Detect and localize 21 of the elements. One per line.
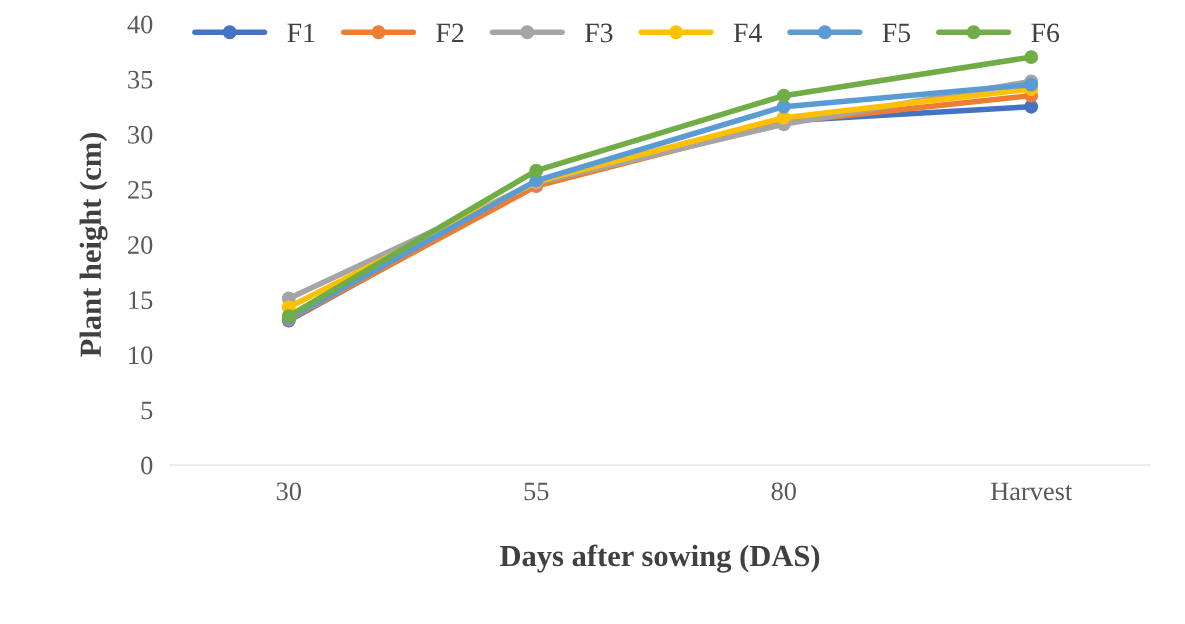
- legend-label: F3: [585, 23, 613, 43]
- x-tick-label: Harvest: [990, 482, 1073, 501]
- x-tick-label: 55: [524, 482, 549, 501]
- y-tick-label: 15: [129, 291, 153, 310]
- legend-label: F4: [733, 23, 762, 42]
- y-tick-label: 20: [128, 236, 153, 254]
- y-tick-label: 0: [141, 456, 153, 475]
- y-tick-label: 40: [127, 15, 153, 34]
- x-axis-title: Days after sowing (DAS): [499, 544, 820, 573]
- x-tick-label: 80: [771, 482, 796, 501]
- y-tick-label: 30: [128, 125, 153, 144]
- x-tick-label: 30: [276, 482, 301, 501]
- y-tick-label: 10: [129, 346, 153, 365]
- legend-label: F6: [1031, 23, 1060, 43]
- y-tick-label: 25: [128, 181, 153, 199]
- legend-label: F5: [882, 23, 911, 43]
- legend-label: F1: [287, 23, 315, 42]
- legend-label: F2: [436, 23, 464, 42]
- y-axis-title: Plant height (cm): [79, 132, 108, 357]
- y-tick-label: 5: [141, 401, 153, 420]
- y-tick-label: 35: [128, 70, 153, 89]
